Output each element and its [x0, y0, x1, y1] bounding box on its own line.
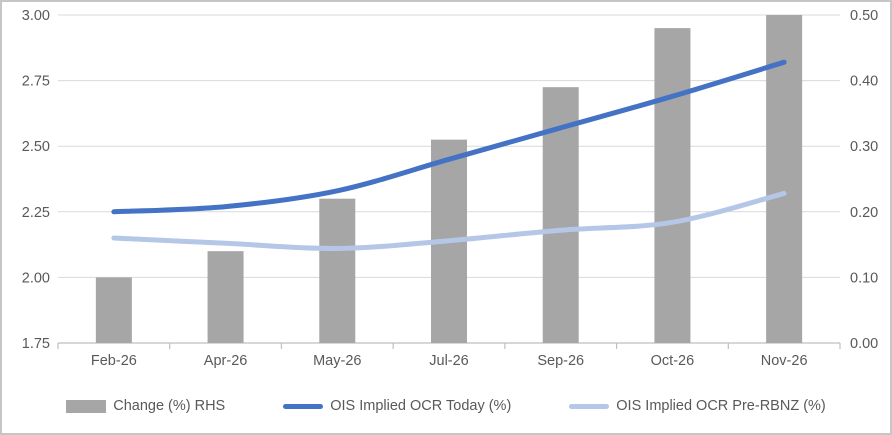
y-axis-label-right: 0.40: [850, 74, 878, 90]
bar-swatch-icon: [66, 399, 107, 413]
y-axis-label-right: 0.50: [850, 8, 878, 24]
legend-label-ois-today: OIS Implied OCR Today (%): [330, 398, 512, 414]
y-axis-label-right: 0.20: [850, 205, 878, 221]
line-ois-implied-ocr-pre-rbnz: [111, 190, 787, 252]
line-swatch-icon: [569, 403, 610, 409]
legend-label-change-rhs: Change (%) RHS: [113, 398, 226, 414]
x-axis-label: May-26: [313, 353, 361, 369]
legend-label-ois-pre-rbnz: OIS Implied OCR Pre-RBNZ (%): [616, 398, 826, 414]
legend-item-ois-today: OIS Implied OCR Today (%): [283, 398, 511, 414]
line-ois-implied-ocr-today: [111, 59, 787, 215]
x-axis-label: Sep-26: [537, 353, 584, 369]
line-swatch-icon: [283, 403, 324, 409]
bar-apr-26: [207, 251, 244, 343]
y-axis-label-right: 0.30: [850, 139, 878, 155]
y-axis-label-left: 2.25: [22, 205, 50, 221]
x-axis-label: Nov-26: [761, 353, 808, 369]
bar-feb-26: [95, 277, 132, 343]
x-axis-label: Apr-26: [204, 353, 248, 369]
legend-item-change-rhs: Change (%) RHS: [66, 398, 225, 414]
y-axis-label-left: 3.00: [22, 8, 50, 24]
y-axis-label-left: 2.00: [22, 270, 50, 286]
bar-oct-26: [654, 28, 691, 344]
legend-item-ois-pre-rbnz: OIS Implied OCR Pre-RBNZ (%): [569, 398, 826, 414]
y-axis-label-right: 0.10: [850, 270, 878, 286]
x-axis-label: Oct-26: [651, 353, 695, 369]
y-axis-label-left: 1.75: [22, 336, 50, 352]
chart-legend: Change (%) RHS OIS Implied OCR Today (%)…: [2, 392, 890, 420]
bar-may-26: [319, 198, 356, 343]
y-axis-label-right: 0.00: [850, 336, 878, 352]
chart-plot-area: 1.75 0.00 2.00 0.10 2.25 0.20 2.50 0.30 2.75 0.40…: [22, 8, 878, 369]
y-axis-label-left: 2.50: [22, 139, 50, 155]
x-axis-label: Jul-26: [429, 353, 469, 369]
x-axis-label: Feb-26: [91, 353, 137, 369]
bar-nov-26: [766, 15, 803, 343]
y-axis-label-left: 2.75: [22, 74, 50, 90]
